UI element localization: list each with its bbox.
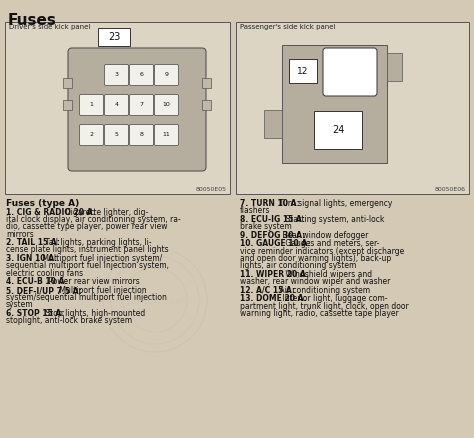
Text: Air conditioning system: Air conditioning system [277, 286, 370, 295]
Text: 2: 2 [90, 133, 93, 138]
Text: 2. TAIL 15 A:: 2. TAIL 15 A: [6, 238, 60, 247]
Text: warning light, radio, cassette tape player: warning light, radio, cassette tape play… [240, 309, 399, 318]
Text: Multiport fuel injection: Multiport fuel injection [57, 286, 147, 295]
Text: Power rear view mirrors: Power rear view mirrors [46, 277, 140, 286]
Bar [5, 22, 230, 194]
FancyBboxPatch shape [80, 124, 103, 145]
Text: Rear window defogger: Rear window defogger [280, 231, 368, 240]
Bar [282, 45, 387, 163]
Text: lights, air conditioning system: lights, air conditioning system [240, 261, 356, 270]
Bar [264, 110, 282, 138]
Text: 9. DEFOG 30 A:: 9. DEFOG 30 A: [240, 231, 305, 240]
Text: 6: 6 [139, 73, 144, 78]
Text: 5. DEF-I/UP 7.5 A:: 5. DEF-I/UP 7.5 A: [6, 286, 82, 295]
Text: 12: 12 [297, 67, 309, 75]
Bar [387, 53, 402, 81]
Text: 80050E06: 80050E06 [435, 187, 466, 192]
Text: 1: 1 [90, 102, 93, 107]
Text: 12. A/C 15 A:: 12. A/C 15 A: [240, 286, 295, 295]
Text: Multiport fuel injection system/: Multiport fuel injection system/ [40, 254, 163, 263]
Text: 4: 4 [115, 102, 118, 107]
Text: sequential multiport fuel injection system,: sequential multiport fuel injection syst… [6, 261, 169, 270]
Text: 7: 7 [139, 102, 144, 107]
Text: washer, rear window wiper and washer: washer, rear window wiper and washer [240, 277, 391, 286]
FancyBboxPatch shape [80, 95, 103, 116]
Text: 11: 11 [163, 133, 170, 138]
Text: 8. ECU-IG 15 A:: 8. ECU-IG 15 A: [240, 215, 305, 224]
Text: cense plate lights, instrument panel lights: cense plate lights, instrument panel lig… [6, 246, 169, 254]
FancyBboxPatch shape [155, 64, 179, 85]
FancyBboxPatch shape [129, 64, 154, 85]
Text: 9: 9 [164, 73, 168, 78]
Text: 11. WIPER 20 A:: 11. WIPER 20 A: [240, 270, 309, 279]
Bar [98, 28, 130, 46]
Text: partment light, trunk light, clock, open door: partment light, trunk light, clock, open… [240, 302, 409, 311]
Text: 4. ECU-B 10 A:: 4. ECU-B 10 A: [6, 277, 68, 286]
Text: Tail lights, parking lights, li-: Tail lights, parking lights, li- [43, 238, 152, 247]
FancyBboxPatch shape [129, 124, 154, 145]
Text: Passenger's side kick panel: Passenger's side kick panel [240, 24, 336, 30]
FancyBboxPatch shape [155, 124, 179, 145]
Text: 10: 10 [163, 102, 170, 107]
Text: system/sequential multiport fuel injection: system/sequential multiport fuel injecti… [6, 293, 167, 302]
Bar [202, 100, 211, 110]
Bar [202, 78, 211, 88]
Text: 10. GAUGE 10 A:: 10. GAUGE 10 A: [240, 240, 310, 248]
FancyBboxPatch shape [155, 95, 179, 116]
Text: 3: 3 [115, 73, 118, 78]
Text: 1. CIG & RADIO 20 A:: 1. CIG & RADIO 20 A: [6, 208, 96, 217]
Text: flashers: flashers [240, 206, 271, 215]
Text: 3. IGN 10 A:: 3. IGN 10 A: [6, 254, 57, 263]
FancyBboxPatch shape [104, 124, 128, 145]
Text: Fuses (type A): Fuses (type A) [6, 199, 79, 208]
Text: ital clock display, air conditioning system, ra-: ital clock display, air conditioning sys… [6, 215, 181, 224]
Text: Driver's side kick panel: Driver's side kick panel [9, 24, 91, 30]
Text: 13. DOME 20 A:: 13. DOME 20 A: [240, 294, 307, 304]
Text: 23: 23 [108, 32, 120, 42]
Text: brake system: brake system [240, 222, 292, 231]
Text: Windshield wipers and: Windshield wipers and [283, 270, 372, 279]
Text: Fuses: Fuses [8, 13, 57, 28]
Text: 8: 8 [139, 133, 144, 138]
Bar [63, 100, 72, 110]
Bar [289, 59, 317, 83]
Text: mirrors: mirrors [6, 230, 34, 239]
FancyBboxPatch shape [104, 95, 128, 116]
Text: Cigarette lighter, dig-: Cigarette lighter, dig- [63, 208, 148, 217]
Text: Turn signal lights, emergency: Turn signal lights, emergency [277, 199, 392, 208]
Text: stoplight, anti-lock brake system: stoplight, anti-lock brake system [6, 316, 132, 325]
Text: Interior light, luggage com-: Interior light, luggage com- [280, 294, 388, 304]
Text: Starting system, anti-lock: Starting system, anti-lock [283, 215, 384, 224]
FancyBboxPatch shape [104, 64, 128, 85]
Text: 7. TURN 10 A:: 7. TURN 10 A: [240, 199, 300, 208]
Text: 6. STOP 15 A:: 6. STOP 15 A: [6, 309, 64, 318]
Text: Gauges and meters, ser-: Gauges and meters, ser- [283, 240, 379, 248]
Text: photobucket: photobucket [127, 297, 183, 307]
Bar [63, 78, 72, 88]
Text: 80050E05: 80050E05 [196, 187, 227, 192]
Text: dio, cassette type player, power rear view: dio, cassette type player, power rear vi… [6, 223, 167, 231]
Text: and open door warning lights), back-up: and open door warning lights), back-up [240, 254, 391, 263]
Text: 24: 24 [332, 125, 344, 135]
Text: 5: 5 [115, 133, 118, 138]
Text: vice reminder indicators (except discharge: vice reminder indicators (except dischar… [240, 247, 404, 256]
Bar [236, 22, 469, 194]
FancyBboxPatch shape [129, 95, 154, 116]
Bar [314, 111, 362, 149]
Text: Stop lights, high-mounted: Stop lights, high-mounted [43, 309, 146, 318]
Text: system: system [6, 300, 34, 309]
FancyBboxPatch shape [323, 48, 377, 96]
FancyBboxPatch shape [68, 48, 206, 171]
Text: electric cooling fans: electric cooling fans [6, 268, 83, 278]
